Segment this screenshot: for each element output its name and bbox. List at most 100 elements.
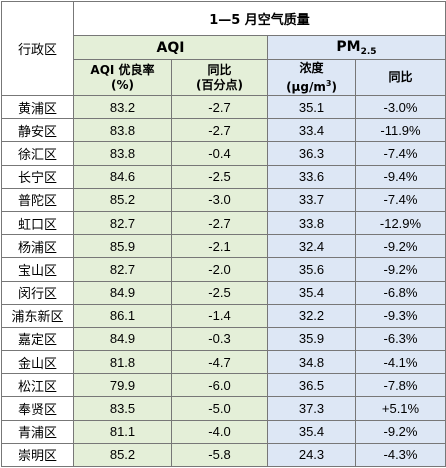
table-row: 青浦区 81.1 -4.0 35.4 -9.2% (1, 419, 446, 444)
aqi-yoy-cell: -6.0 (171, 373, 268, 398)
table-row: 徐汇区 83.8 -0.4 36.3 -7.4% (1, 141, 446, 166)
district-cell: 奉贤区 (1, 396, 74, 421)
district-cell: 普陀区 (1, 187, 74, 212)
pm-conc-cell: 33.4 (267, 118, 356, 143)
aqi-rate-header-line1: AQI 优良率 (90, 62, 155, 77)
aqi-rate-header: AQI 优良率 (%) (73, 59, 172, 96)
pm-conc-header: 浓度 (μg/m3) (267, 59, 356, 96)
district-cell: 长宁区 (1, 164, 74, 189)
group-header-row: AQI PM2.5 (2, 35, 446, 60)
table-row: 奉贤区 83.5 -5.0 37.3 +5.1% (1, 396, 446, 421)
pm-conc-cell: 35.9 (267, 326, 356, 352)
district-cell: 崇明区 (1, 442, 74, 468)
aqi-yoy-cell: -2.7 (171, 94, 268, 120)
aqi-rate-cell: 81.1 (73, 419, 172, 444)
aqi-yoy-cell: -0.3 (171, 326, 268, 352)
pm-conc-cell: 36.3 (267, 141, 356, 166)
aqi-yoy-cell: -4.0 (171, 419, 268, 444)
aqi-rate-cell: 85.9 (73, 234, 172, 259)
table-row: 宝山区 82.7 -2.0 35.6 -9.2% (1, 257, 446, 282)
aqi-rate-cell: 82.7 (73, 210, 172, 236)
pm-yoy-cell: -9.2% (355, 419, 446, 444)
table-row: 浦东新区 86.1 -1.4 32.2 -9.3% (1, 303, 446, 328)
pm-conc-cell: 35.4 (267, 419, 356, 444)
district-cell: 静安区 (1, 118, 74, 143)
pm-yoy-cell: -9.3% (355, 303, 446, 328)
aqi-yoy-cell: -3.0 (171, 187, 268, 212)
table-row: 黄浦区 83.2 -2.7 35.1 -3.0% (1, 94, 446, 120)
table-row: 嘉定区 84.9 -0.3 35.9 -6.3% (1, 326, 446, 352)
district-cell: 金山区 (1, 350, 74, 375)
district-cell: 松江区 (1, 373, 74, 398)
pm-conc-cell: 34.8 (267, 350, 356, 375)
district-cell: 黄浦区 (1, 94, 74, 120)
aqi-rate-cell: 84.9 (73, 326, 172, 352)
title-row: 行政区 1—5 月空气质量 (1, 1, 446, 96)
aqi-rate-cell: 86.1 (73, 303, 172, 328)
pm-conc-cell: 33.8 (267, 210, 356, 236)
aqi-rate-cell: 85.2 (73, 187, 172, 212)
pm25-label-main: PM (336, 38, 361, 55)
pm-yoy-cell: -4.3% (355, 442, 446, 468)
table-row: 闵行区 84.9 -2.5 35.4 -6.8% (1, 280, 446, 305)
table-row: 静安区 83.8 -2.7 33.4 -11.9% (1, 118, 446, 143)
pm-yoy-cell: -9.2% (355, 234, 446, 259)
aqi-rate-cell: 83.8 (73, 141, 172, 166)
pm-yoy-cell: +5.1% (355, 396, 446, 421)
aqi-rate-cell: 82.7 (73, 257, 172, 282)
aqi-yoy-header-line2: (百分点) (196, 77, 243, 92)
aqi-rate-cell: 85.2 (73, 442, 172, 468)
table-body: 黄浦区 83.2 -2.7 35.1 -3.0% 静安区 83.8 -2.7 33.4 -11.9… (1, 94, 446, 468)
pm25-group-header: PM2.5 (267, 35, 446, 60)
pm25-label-sub: 2.5 (360, 46, 377, 57)
aqi-yoy-header-line1: 同比 (207, 62, 232, 77)
pm-conc-unit-a: (μg/m (286, 79, 326, 94)
pm-conc-cell: 35.1 (267, 94, 356, 120)
pm-yoy-cell: -6.3% (355, 326, 446, 352)
aqi-yoy-cell: -2.1 (171, 234, 268, 259)
district-cell: 嘉定区 (1, 326, 74, 352)
pm-conc-cell: 24.3 (267, 442, 356, 468)
aqi-yoy-cell: -2.5 (171, 280, 268, 305)
pm-conc-cell: 33.7 (267, 187, 356, 212)
aqi-group-header: AQI (73, 35, 268, 60)
district-cell: 杨浦区 (1, 234, 74, 259)
pm-yoy-cell: -12.9% (355, 210, 446, 236)
pm-conc-cell: 36.5 (267, 373, 356, 398)
district-cell: 青浦区 (1, 419, 74, 444)
aqi-rate-cell: 79.9 (73, 373, 172, 398)
aqi-rate-cell: 81.8 (73, 350, 172, 375)
pm-yoy-cell: -7.4% (355, 141, 446, 166)
pm-yoy-cell: -7.4% (355, 187, 446, 212)
pm-conc-cell: 33.6 (267, 164, 356, 189)
district-cell: 虹口区 (1, 210, 74, 236)
aqi-rate-cell: 84.6 (73, 164, 172, 189)
pm-yoy-cell: -7.8% (355, 373, 446, 398)
aqi-yoy-cell: -2.0 (171, 257, 268, 282)
table-row: 金山区 81.8 -4.7 34.8 -4.1% (1, 350, 446, 375)
pm-yoy-header: 同比 (355, 59, 446, 96)
district-header: 行政区 (1, 1, 74, 96)
aqi-rate-cell: 83.5 (73, 396, 172, 421)
aqi-yoy-cell: -0.4 (171, 141, 268, 166)
district-cell: 徐汇区 (1, 141, 74, 166)
pm-conc-cell: 35.4 (267, 280, 356, 305)
pm-conc-cell: 35.6 (267, 257, 356, 282)
aqi-rate-cell: 83.8 (73, 118, 172, 143)
table-row: 虹口区 82.7 -2.7 33.8 -12.9% (1, 210, 446, 236)
aqi-yoy-cell: -2.7 (171, 210, 268, 236)
pm-conc-header-line1: 浓度 (299, 60, 324, 75)
pm-conc-cell: 32.2 (267, 303, 356, 328)
pm-yoy-cell: -3.0% (355, 94, 446, 120)
aqi-yoy-cell: -5.8 (171, 442, 268, 468)
table-row: 崇明区 85.2 -5.8 24.3 -4.3% (1, 442, 446, 468)
pm-yoy-cell: -9.4% (355, 164, 446, 189)
pm-conc-unit-b: ) (331, 79, 337, 94)
table-row: 长宁区 84.6 -2.5 33.6 -9.4% (1, 164, 446, 189)
aqi-yoy-cell: -4.7 (171, 350, 268, 375)
pm-yoy-cell: -6.8% (355, 280, 446, 305)
district-cell: 浦东新区 (1, 303, 74, 328)
pm-conc-unit-sup: 3 (325, 78, 332, 88)
pm-yoy-cell: -9.2% (355, 257, 446, 282)
